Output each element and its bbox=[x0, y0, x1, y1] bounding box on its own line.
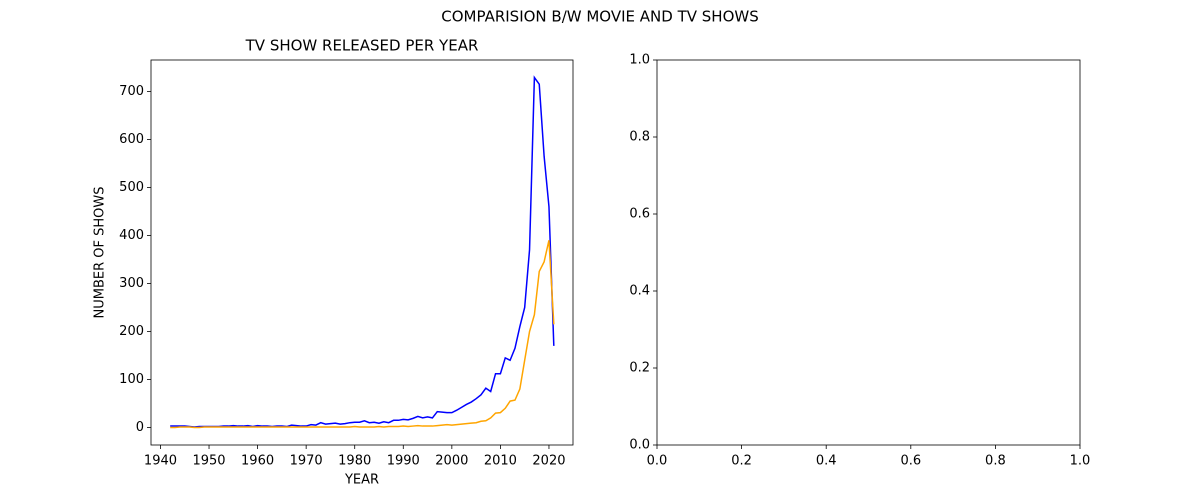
y-tick-label: 0.4 bbox=[629, 284, 650, 299]
y-axis-label: NUMBER OF SHOWS bbox=[93, 187, 108, 319]
x-tick-label: 2020 bbox=[532, 454, 565, 469]
x-tick-label: 0.6 bbox=[900, 454, 921, 469]
y-tick-label: 0.0 bbox=[629, 438, 650, 453]
y-tick-label: 500 bbox=[119, 180, 144, 195]
y-tick-label: 100 bbox=[119, 372, 144, 387]
x-tick-label: 0.2 bbox=[731, 454, 752, 469]
y-tick-label: 0.6 bbox=[629, 207, 650, 222]
x-tick-label: 2010 bbox=[484, 454, 517, 469]
x-tick-label: 0.0 bbox=[647, 454, 668, 469]
x-tick-label: 2000 bbox=[435, 454, 468, 469]
y-tick-label: 400 bbox=[119, 228, 144, 243]
x-tick-label: 1990 bbox=[387, 454, 420, 469]
y-tick-label: 0.2 bbox=[629, 361, 650, 376]
axes-frame bbox=[150, 59, 574, 446]
axes-frame bbox=[656, 59, 1081, 446]
y-tick-label: 0 bbox=[136, 420, 144, 435]
series-line bbox=[170, 240, 555, 429]
series-line bbox=[170, 75, 555, 428]
y-tick-label: 200 bbox=[119, 324, 144, 339]
x-axis-label: YEAR bbox=[344, 473, 379, 488]
x-tick-label: 0.4 bbox=[816, 454, 837, 469]
x-tick-label: 1960 bbox=[241, 454, 274, 469]
x-tick-label: 1980 bbox=[338, 454, 371, 469]
y-tick-label: 0.8 bbox=[629, 130, 650, 145]
x-tick-label: 1.0 bbox=[1070, 454, 1091, 469]
x-tick-label: 1940 bbox=[144, 454, 177, 469]
figure-title: COMPARISION B/W MOVIE AND TV SHOWS bbox=[441, 8, 758, 26]
y-tick-label: 600 bbox=[119, 132, 144, 147]
y-tick-label: 300 bbox=[119, 276, 144, 291]
y-tick-label: 1.0 bbox=[629, 53, 650, 68]
axes-title: TV SHOW RELEASED PER YEAR bbox=[245, 37, 479, 55]
x-tick-label: 1950 bbox=[192, 454, 225, 469]
y-tick-label: 700 bbox=[119, 84, 144, 99]
x-tick-label: 1970 bbox=[290, 454, 323, 469]
x-tick-label: 0.8 bbox=[985, 454, 1006, 469]
